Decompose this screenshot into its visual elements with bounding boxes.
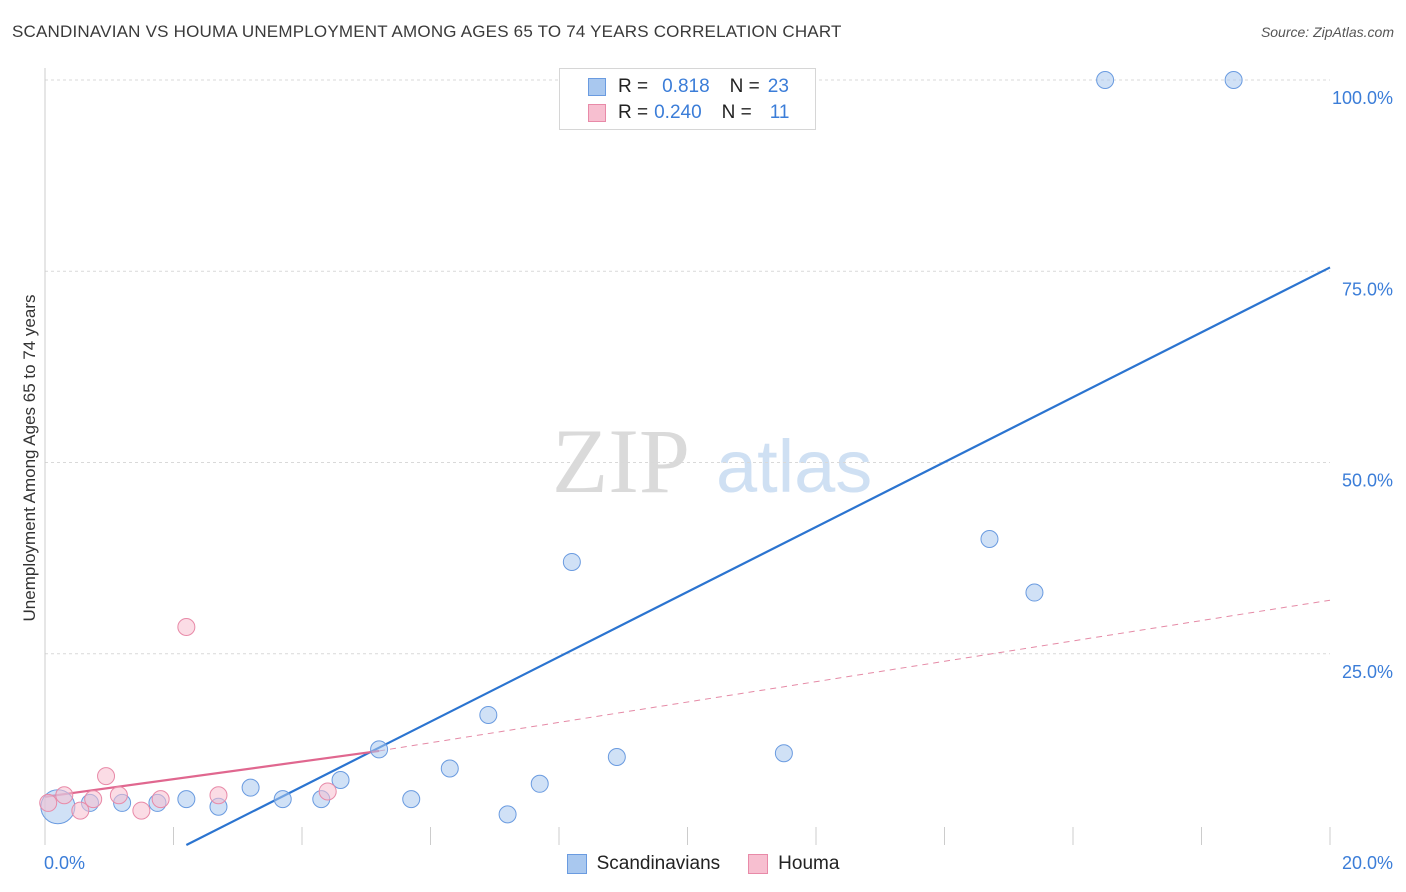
point-scandinavians xyxy=(177,790,196,809)
legend-swatch-houma xyxy=(588,104,606,122)
data-points xyxy=(39,71,1243,825)
x-tick-label: 0.0% xyxy=(44,853,85,873)
trend-lines xyxy=(44,266,1331,846)
point-houma xyxy=(109,786,128,805)
y-tick-label: 25.0% xyxy=(1342,662,1393,682)
point-scandinavians xyxy=(498,805,517,824)
point-scandinavians xyxy=(370,740,389,759)
point-scandinavians xyxy=(774,744,793,763)
legend-r-label: R = xyxy=(618,102,649,123)
watermark: ZIP atlas xyxy=(552,410,872,512)
point-scandinavians xyxy=(980,530,999,548)
point-scandinavians xyxy=(479,705,498,724)
point-scandinavians xyxy=(402,790,421,809)
x-tick-label: 20.0% xyxy=(1342,853,1393,873)
point-houma xyxy=(84,790,103,809)
point-scandinavians xyxy=(607,748,626,767)
point-houma xyxy=(71,801,90,820)
y-tick-label: 50.0% xyxy=(1342,471,1393,491)
point-scandinavians xyxy=(1096,71,1115,89)
y-tick-label: 75.0% xyxy=(1342,279,1393,299)
series-swatch-scandinavians xyxy=(566,854,587,874)
axes xyxy=(44,68,1331,845)
series-legend-scandinavians: Scandinavians xyxy=(566,853,721,875)
legend-n-value: 11 xyxy=(769,102,790,123)
grid xyxy=(45,79,1330,655)
point-houma xyxy=(318,782,337,801)
legend-r-value: 0.240 xyxy=(654,102,702,123)
point-houma xyxy=(55,786,74,805)
point-scandinavians xyxy=(273,790,292,809)
legend-row-houma: R = 0.240 N = 11 xyxy=(560,100,790,126)
point-scandinavians xyxy=(331,770,350,789)
point-scandinavians xyxy=(1025,583,1044,602)
source-label: Source: ZipAtlas.com xyxy=(1260,24,1394,40)
chart-title: SCANDINAVIAN VS HOUMA UNEMPLOYMENT AMONG… xyxy=(12,22,842,41)
legend-n-label: N = xyxy=(721,102,752,123)
point-scandinavians xyxy=(562,552,581,571)
series-label-scandinavians: Scandinavians xyxy=(596,853,721,874)
point-houma xyxy=(209,786,228,805)
legend-r-value: 0.818 xyxy=(662,76,710,97)
series-legend: Scandinavians Houma xyxy=(0,851,1406,877)
legend-row-scandinavians: R = 0.818 N = 23 xyxy=(560,74,789,100)
point-houma xyxy=(132,801,151,820)
correlation-legend: R = 0.818 N = 23 R = 0.240 N = 11 xyxy=(559,68,816,130)
watermark-atlas: atlas xyxy=(716,425,872,508)
point-houma xyxy=(39,793,58,812)
point-scandinavians xyxy=(241,778,260,797)
point-houma xyxy=(151,790,170,809)
legend-r-label: R = xyxy=(618,76,649,97)
y-axis-label: Unemployment Among Ages 65 to 74 years xyxy=(20,295,39,622)
legend-n-value: 23 xyxy=(767,76,789,97)
legend-swatch-scandinavians xyxy=(588,78,606,96)
point-houma xyxy=(177,617,196,636)
legend-n-label: N = xyxy=(729,76,760,97)
series-legend-houma: Houma xyxy=(748,853,839,875)
point-houma xyxy=(97,767,116,786)
series-label-houma: Houma xyxy=(778,853,840,874)
watermark-zip: ZIP xyxy=(552,410,690,512)
series-swatch-houma xyxy=(748,854,769,874)
trend-line-houma xyxy=(44,749,380,798)
point-scandinavians xyxy=(1224,71,1243,89)
tick-labels: 25.0% 50.0% 75.0% 100.0% 0.0% 20.0% xyxy=(44,88,1393,873)
point-scandinavians xyxy=(440,759,459,778)
trend-line-scandinavians xyxy=(185,266,1331,846)
point-scandinavians xyxy=(530,774,549,793)
y-tick-label: 100.0% xyxy=(1332,88,1393,108)
